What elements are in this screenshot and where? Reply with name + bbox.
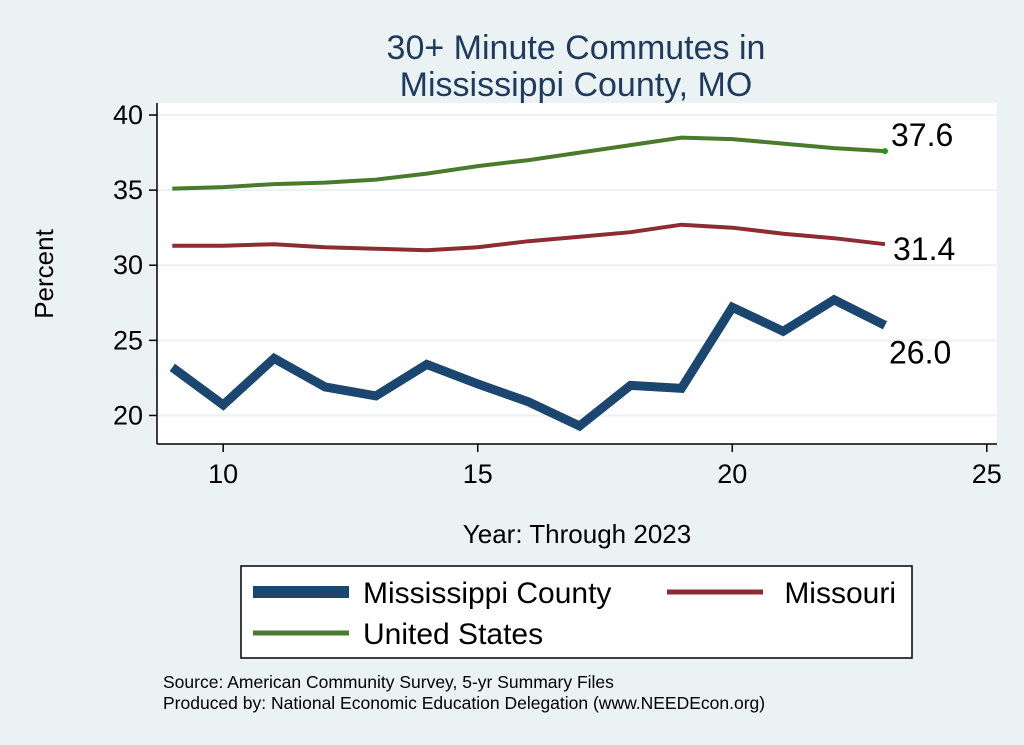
x-tick-label-15: 15: [463, 459, 493, 489]
x-axis-label: Year: Through 2023: [463, 519, 691, 549]
y-tick-label-25: 25: [113, 325, 143, 355]
end-label-missouri: 31.4: [893, 231, 955, 267]
x-tick-label-25: 25: [972, 459, 1002, 489]
produced-by-note: Produced by: National Economic Education…: [163, 693, 765, 713]
tick-labels: 20 25 30 35 40 10 15 20 25: [113, 100, 1002, 489]
end-label-mississippi-county: 26.0: [889, 334, 951, 370]
legend-box: [240, 565, 913, 659]
gridlines: [157, 114, 997, 417]
plot-area: [157, 103, 997, 444]
y-tick-label-30: 30: [113, 250, 143, 280]
end-label-united-states: 37.6: [891, 117, 953, 153]
x-tick-label-20: 20: [717, 459, 747, 489]
y-axis-label: Percent: [29, 228, 59, 318]
end-value-labels: 26.0 31.4 37.6: [889, 117, 955, 370]
y-tick-label-40: 40: [113, 100, 143, 130]
legend-label-united-states: United States: [363, 618, 543, 651]
legend: Mississippi County Missouri United State…: [240, 565, 913, 659]
series-end-point-united-states: [882, 148, 888, 155]
axes: [149, 103, 997, 452]
source-note: Source: American Community Survey, 5-yr …: [163, 672, 614, 692]
legend-label-missouri: Missouri: [784, 577, 896, 610]
series-line-united-states: [172, 135, 886, 191]
series-lines: [169, 135, 888, 432]
series-line-mississippi-county: [169, 294, 888, 432]
series-line-missouri: [172, 222, 886, 253]
y-tick-label-35: 35: [113, 175, 143, 205]
chart-title-line-1: 30+ Minute Commutes in: [387, 29, 766, 67]
x-tick-label-10: 10: [208, 459, 238, 489]
chart-title-line-2: Mississippi County, MO: [400, 66, 753, 104]
y-tick-label-20: 20: [113, 400, 143, 430]
legend-label-mississippi-county: Mississippi County: [363, 577, 611, 610]
